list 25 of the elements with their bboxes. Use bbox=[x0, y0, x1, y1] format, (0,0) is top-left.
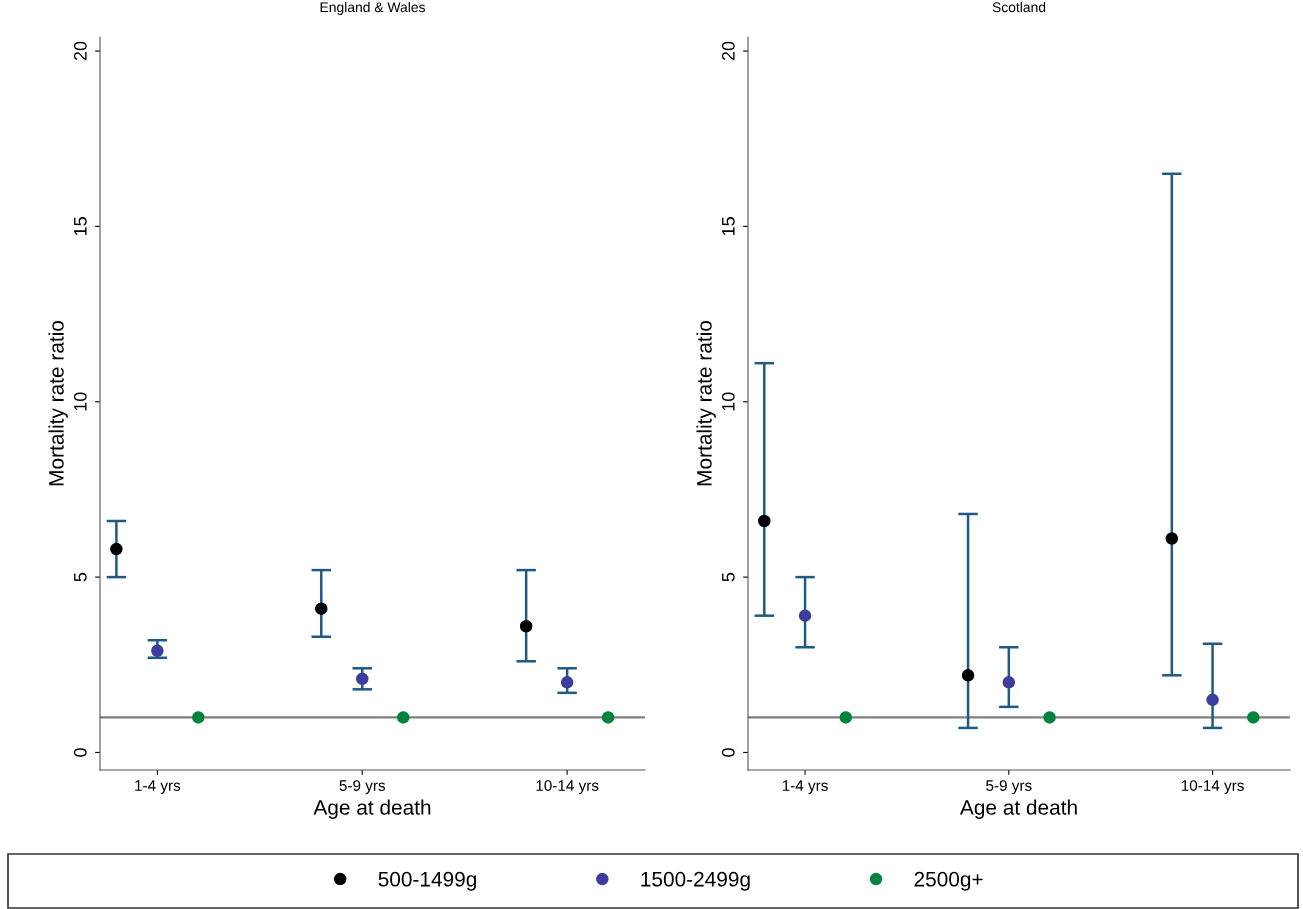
x-tick-label: 10-14 yrs bbox=[536, 780, 599, 794]
y-tick-label: 15 bbox=[722, 217, 735, 236]
y-axis-title: Mortality rate ratio bbox=[696, 321, 716, 486]
x-tick-label: 1-4 yrs bbox=[135, 780, 181, 794]
y-tick-label: 0 bbox=[73, 748, 87, 757]
legend-label: 2500g+ bbox=[914, 871, 983, 891]
y-tick-label: 10 bbox=[73, 392, 87, 411]
y-tick-label: 0 bbox=[721, 748, 735, 757]
x-tick-label: 5-9 yrs bbox=[986, 780, 1032, 794]
x-axis-title: Age at death bbox=[313, 799, 431, 819]
y-tick-label: 5 bbox=[722, 572, 735, 582]
y-tick-label: 5 bbox=[74, 572, 87, 582]
y-tick-label: 20 bbox=[73, 41, 87, 61]
x-tick-label: 1-4 yrs bbox=[782, 780, 828, 794]
legend-label: 500-1499g bbox=[378, 871, 476, 891]
x-tick-label: 10-14 yrs bbox=[1181, 780, 1244, 794]
y-tick-label: 10 bbox=[721, 392, 735, 411]
chart-title: Scotland bbox=[992, 1, 1046, 13]
chart-title: England & Wales bbox=[320, 1, 426, 15]
x-tick-label: 5-9 yrs bbox=[339, 780, 386, 794]
y-axis-title: Mortality rate ratio bbox=[48, 321, 68, 486]
y-tick-label: 20 bbox=[721, 41, 735, 61]
x-axis-title: Age at death bbox=[959, 799, 1077, 819]
legend-label: 1500-2499g bbox=[641, 871, 750, 891]
y-tick-label: 15 bbox=[74, 217, 87, 236]
